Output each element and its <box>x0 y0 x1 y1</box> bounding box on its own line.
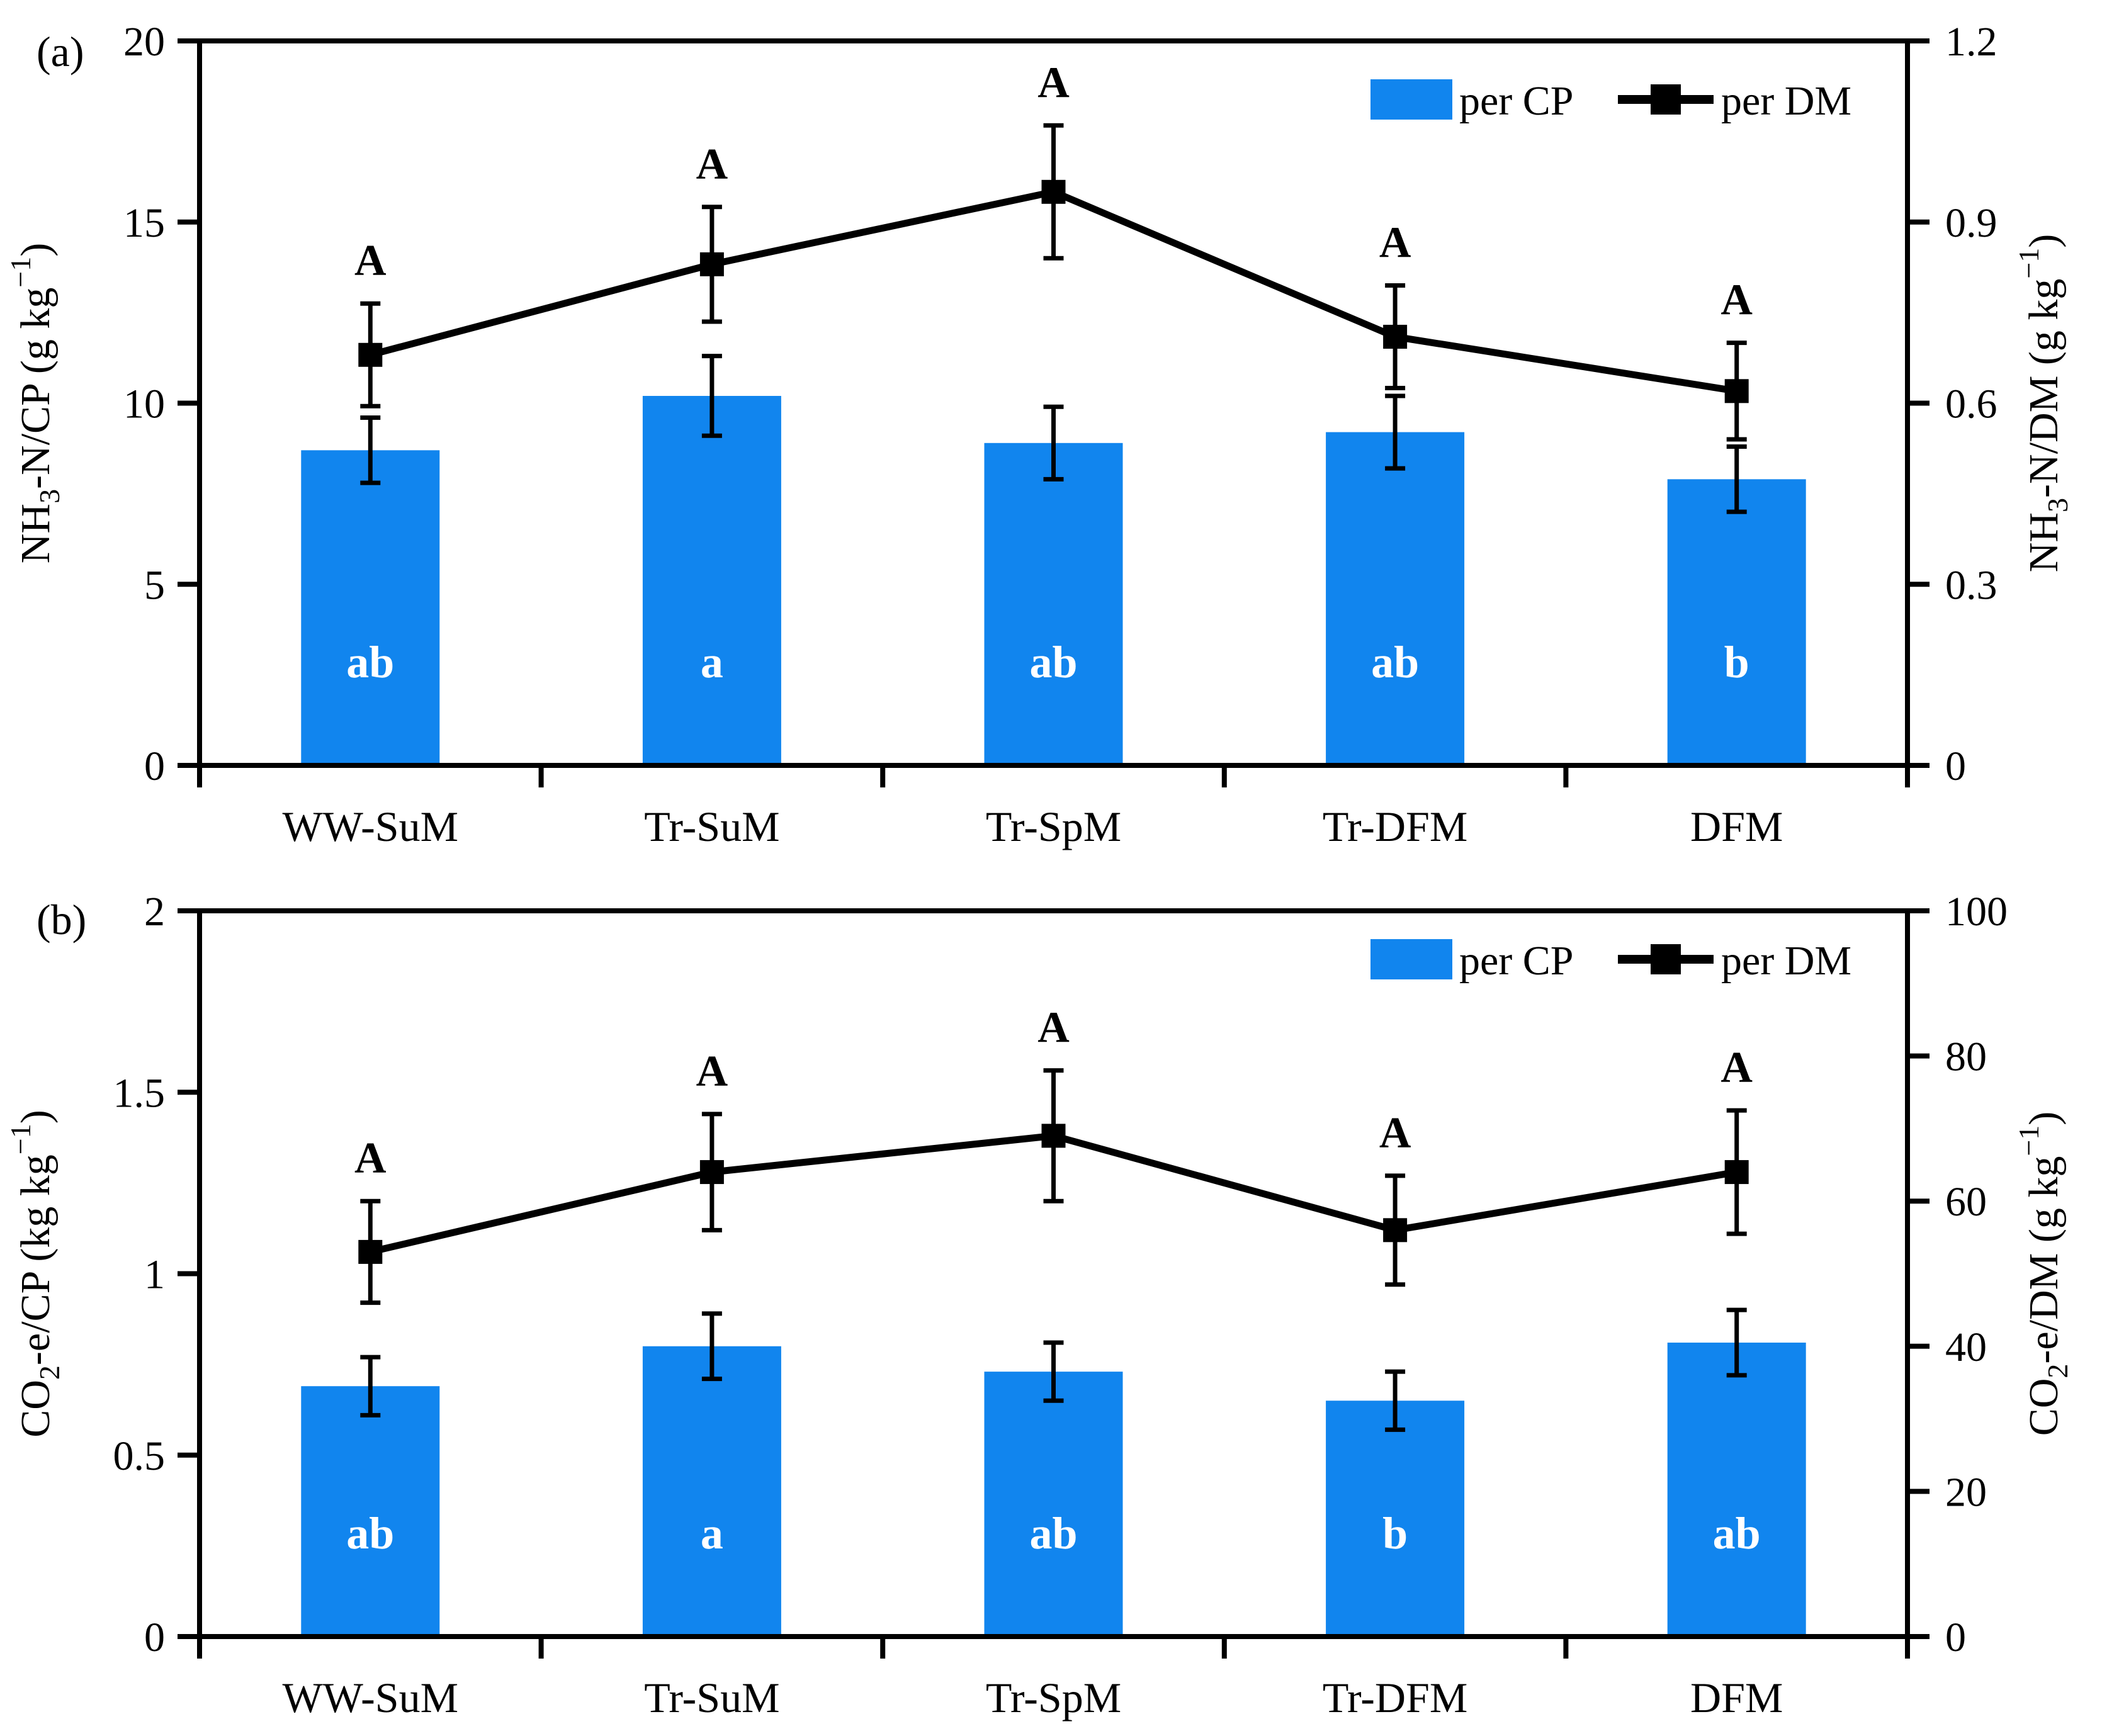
line-sig-letter: A <box>1379 1109 1411 1158</box>
panel-a-chart: A A A A Aab a ab ab b 20 15 10 5 0 1.2 0.9 0.6 0.3 0 WW-SuM… <box>4 19 2074 850</box>
legend-bar-swatch <box>1370 79 1452 120</box>
left-axis-tick-label: 0 <box>144 1615 165 1660</box>
left-axis-title: CO2-e/CP (kg kg−1) <box>4 1110 65 1438</box>
panel-tag: (a) <box>37 28 84 76</box>
line-marker-square <box>1383 324 1408 349</box>
left-axis-tick-label: 15 <box>123 200 165 246</box>
right-axis-tick-label: 0.3 <box>1945 562 1997 608</box>
legend-line-label: per DM <box>1721 938 1851 984</box>
right-axis-tick-label: 100 <box>1945 889 2008 935</box>
bar-sig-letter: ab <box>1371 637 1419 687</box>
left-axis-tick-label: 0 <box>144 743 165 789</box>
line-sig-letter: A <box>696 140 728 189</box>
x-category-label: Tr-SpM <box>986 803 1121 850</box>
line-sig-letter: A <box>1037 1004 1070 1052</box>
left-axis-tick-label: 5 <box>144 562 165 608</box>
right-axis-title: NH3-N/DM (g kg−1) <box>2013 234 2074 573</box>
line-sig-letter: A <box>1721 276 1753 325</box>
line-sig-letter: A <box>354 1134 387 1183</box>
left-axis-tick-label: 1.5 <box>113 1070 166 1116</box>
line-sig-letter: A <box>696 1047 728 1096</box>
bar <box>301 450 440 765</box>
left-axis-tick-label: 20 <box>123 19 165 65</box>
bar <box>1667 479 1806 765</box>
x-category-label: Tr-SuM <box>644 803 779 850</box>
x-category-label: Tr-DFM <box>1323 803 1467 850</box>
bar <box>984 1372 1123 1637</box>
bar <box>1326 432 1465 765</box>
bar-sig-letter: ab <box>346 1508 394 1558</box>
x-category-label: WW-SuM <box>283 803 459 850</box>
x-category-label: Tr-SuM <box>644 1674 779 1722</box>
bar <box>1326 1401 1465 1637</box>
x-category-label: Tr-SpM <box>986 1674 1121 1722</box>
right-axis-tick-label: 0 <box>1945 1615 1966 1660</box>
right-axis-tick-label: 80 <box>1945 1034 1987 1080</box>
legend-line-marker <box>1651 84 1681 115</box>
panel-b-chart: A A A A Aab a ab b ab 2 1.5 1 0.5 0 100 80 60 40 20 0 WW-SuM… <box>4 889 2074 1722</box>
left-axis-tick-label: 2 <box>144 889 165 935</box>
line-marker-square <box>358 1239 383 1264</box>
line-marker-square <box>699 252 724 276</box>
bar-sig-letter: b <box>1382 1508 1408 1558</box>
line-marker-square <box>358 342 383 367</box>
x-category-label: DFM <box>1690 803 1783 850</box>
left-axis-tick-label: 0.5 <box>113 1433 166 1479</box>
bar-sig-letter: a <box>701 1508 723 1558</box>
legend-bar-label: per CP <box>1459 938 1574 984</box>
line-marker-square <box>1041 179 1066 204</box>
right-axis-tick-label: 0.6 <box>1945 381 1997 427</box>
x-category-label: Tr-DFM <box>1323 1674 1467 1722</box>
bar <box>642 1346 781 1637</box>
bar-sig-letter: ab <box>1713 1508 1761 1558</box>
panel-tag: (b) <box>37 896 86 944</box>
right-axis-tick-label: 1.2 <box>1945 19 1997 65</box>
line-sig-letter: A <box>354 237 387 285</box>
line-sig-letter: A <box>1379 218 1411 267</box>
right-axis-tick-label: 0.9 <box>1945 200 1997 246</box>
bar <box>1667 1343 1806 1637</box>
line-marker-square <box>1724 1160 1749 1185</box>
line-sig-letter: A <box>1721 1044 1753 1092</box>
line-sig-letter: A <box>1037 59 1070 107</box>
left-axis-tick-label: 10 <box>123 381 165 427</box>
right-axis-tick-label: 20 <box>1945 1469 1987 1515</box>
line-marker-square <box>1383 1218 1408 1243</box>
legend-bar-label: per CP <box>1459 78 1574 124</box>
left-axis-tick-label: 1 <box>144 1252 165 1298</box>
right-axis-tick-label: 60 <box>1945 1179 1987 1225</box>
bar-sig-letter: ab <box>346 637 394 687</box>
legend-line-label: per DM <box>1721 78 1851 124</box>
line-marker-square <box>1724 379 1749 403</box>
bar-sig-letter: a <box>701 637 723 687</box>
right-axis-title: CO2-e/DM (g kg−1) <box>2013 1112 2074 1436</box>
bar <box>301 1386 440 1637</box>
left-axis-title: NH3-N/CP (g kg−1) <box>4 243 65 564</box>
right-axis-tick-label: 40 <box>1945 1324 1987 1370</box>
x-category-label: DFM <box>1690 1674 1783 1722</box>
bar-sig-letter: ab <box>1029 637 1077 687</box>
bar-sig-letter: b <box>1724 637 1749 687</box>
legend-line-marker <box>1651 944 1681 974</box>
bar-sig-letter: ab <box>1029 1508 1077 1558</box>
bar <box>642 395 781 765</box>
right-axis-tick-label: 0 <box>1945 743 1966 789</box>
x-category-label: WW-SuM <box>283 1674 459 1722</box>
line-marker-square <box>1041 1124 1066 1148</box>
bar <box>984 442 1123 765</box>
legend-bar-swatch <box>1370 939 1452 979</box>
line-marker-square <box>699 1160 724 1185</box>
